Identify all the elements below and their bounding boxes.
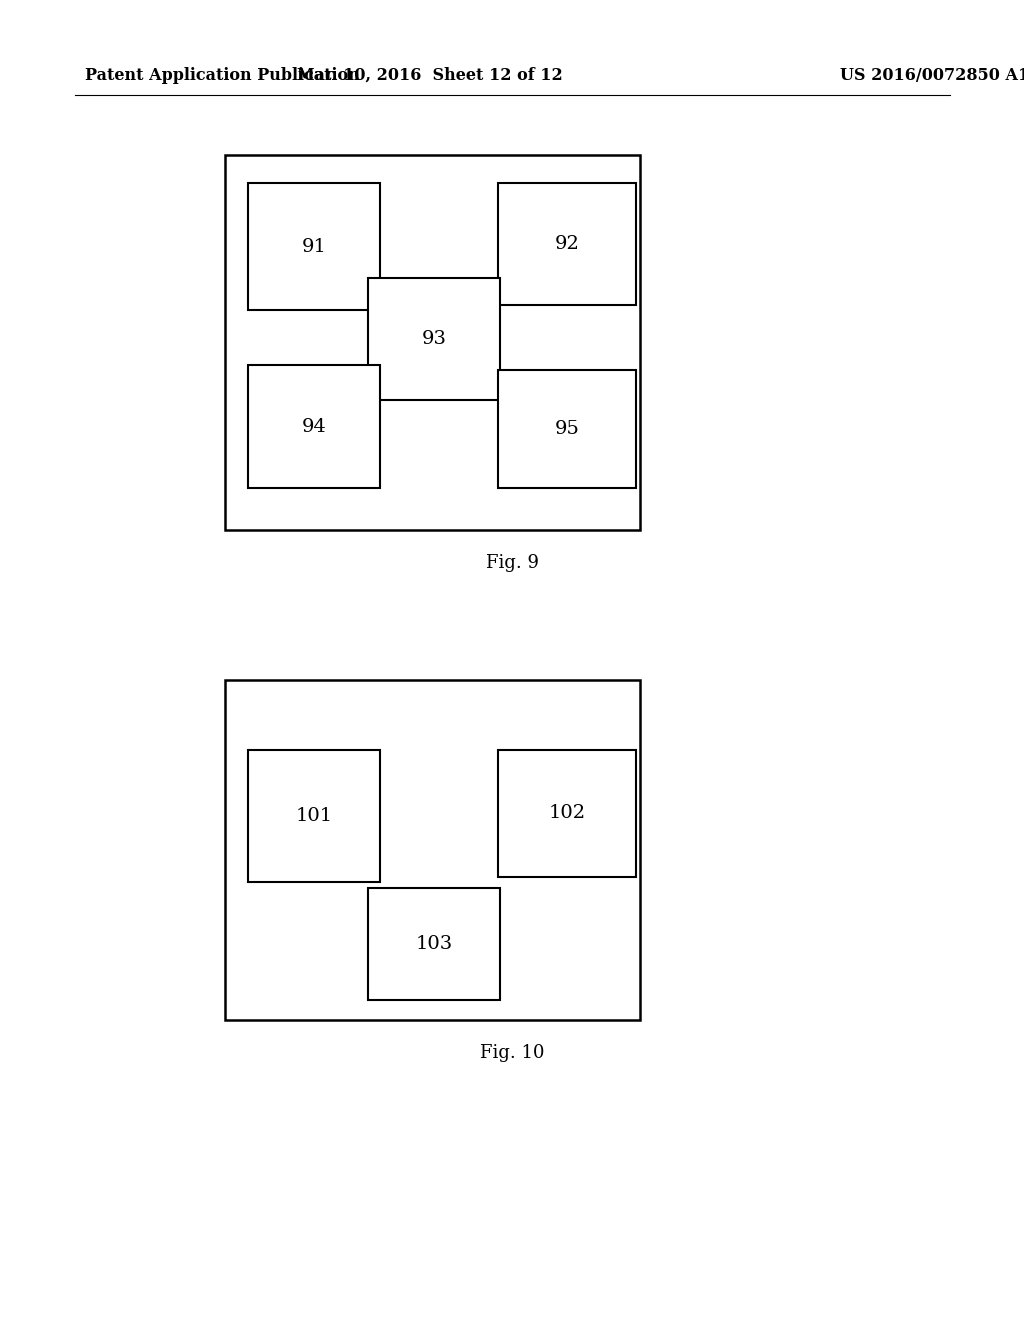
Bar bbox=[248, 750, 380, 882]
Text: 94: 94 bbox=[301, 417, 327, 436]
Text: 92: 92 bbox=[555, 235, 580, 253]
Bar bbox=[498, 370, 636, 488]
Text: Fig. 9: Fig. 9 bbox=[485, 554, 539, 572]
Text: 101: 101 bbox=[296, 807, 333, 825]
Bar bbox=[368, 888, 500, 1001]
Text: 103: 103 bbox=[416, 935, 453, 953]
Bar bbox=[498, 183, 636, 305]
Text: US 2016/0072850 A1: US 2016/0072850 A1 bbox=[840, 66, 1024, 83]
Bar bbox=[225, 154, 640, 531]
Bar bbox=[248, 366, 380, 488]
Text: Fig. 10: Fig. 10 bbox=[480, 1044, 544, 1063]
Bar bbox=[225, 680, 640, 1020]
Text: Mar. 10, 2016  Sheet 12 of 12: Mar. 10, 2016 Sheet 12 of 12 bbox=[297, 66, 563, 83]
Bar bbox=[248, 183, 380, 310]
Text: 93: 93 bbox=[422, 330, 446, 348]
Text: Patent Application Publication: Patent Application Publication bbox=[85, 66, 359, 83]
Bar bbox=[498, 750, 636, 876]
Text: 91: 91 bbox=[301, 238, 327, 256]
Bar bbox=[368, 279, 500, 400]
Text: 95: 95 bbox=[555, 420, 580, 438]
Text: 102: 102 bbox=[549, 804, 586, 822]
